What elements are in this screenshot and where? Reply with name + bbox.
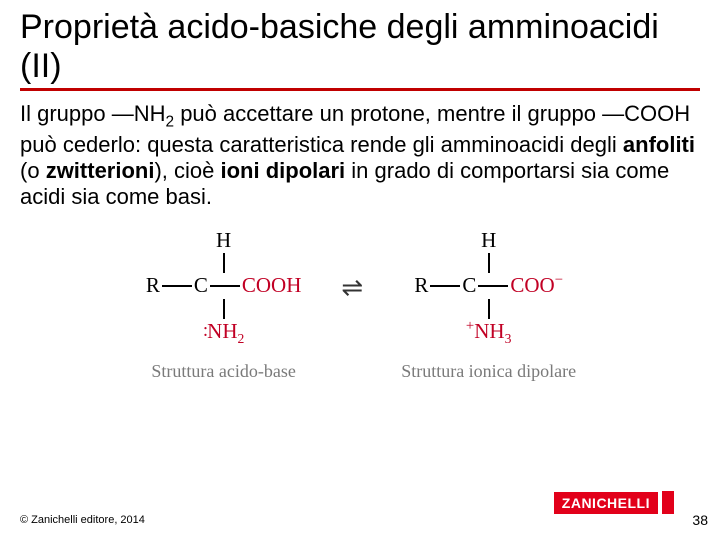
- bond-horizontal: [478, 285, 508, 287]
- group-coo-minus: COO−: [508, 273, 565, 298]
- bond-vertical: [488, 299, 490, 319]
- body-sub-1: 2: [166, 114, 175, 131]
- bond-vertical: [223, 299, 225, 319]
- body-text-1: Il gruppo —NH: [20, 101, 166, 126]
- group-nh2: :NH2: [201, 319, 246, 347]
- body-bold-3: ioni dipolari: [221, 158, 346, 183]
- caption-right: Struttura ionica dipolare: [401, 361, 576, 382]
- publisher-logo-accent: [662, 491, 674, 514]
- atom-r-left: R: [144, 273, 162, 298]
- bond-horizontal: [430, 285, 460, 287]
- atom-c-left: C: [192, 273, 210, 298]
- copyright-text: © Zanichelli editore, 2014: [20, 514, 145, 526]
- bond-vertical: [488, 253, 490, 273]
- atom-r-right: R: [412, 273, 430, 298]
- slide-title: Proprietà acido-basiche degli amminoacid…: [20, 8, 700, 91]
- structure-left: H R C COOH :NH2 Struttura acido-base: [144, 228, 304, 382]
- body-bold-1: anfoliti: [623, 132, 695, 157]
- chemistry-diagram: H R C COOH :NH2 Struttura acido-base ⇌: [20, 228, 700, 382]
- body-bold-2: zwitterioni: [46, 158, 155, 183]
- bond-vertical: [223, 253, 225, 273]
- page-number: 38: [692, 512, 708, 528]
- bond-horizontal: [162, 285, 192, 287]
- body-paragraph: Il gruppo —NH2 può accettare un protone,…: [20, 101, 700, 209]
- atom-c-right: C: [460, 273, 478, 298]
- group-nh3-plus: +NH3: [464, 319, 513, 347]
- body-text-3: (o: [20, 158, 46, 183]
- equilibrium-arrow-icon: ⇌: [341, 273, 363, 337]
- atom-h-left: H: [214, 228, 233, 253]
- group-cooh: COOH: [240, 273, 304, 298]
- body-text-4: ), cioè: [154, 158, 220, 183]
- atom-h-right: H: [479, 228, 498, 253]
- caption-left: Struttura acido-base: [151, 361, 295, 382]
- publisher-logo: ZANICHELLI: [554, 492, 658, 514]
- bond-horizontal: [210, 285, 240, 287]
- structure-right: H R C COO− +NH3 Struttura ionica dipolar…: [401, 228, 576, 382]
